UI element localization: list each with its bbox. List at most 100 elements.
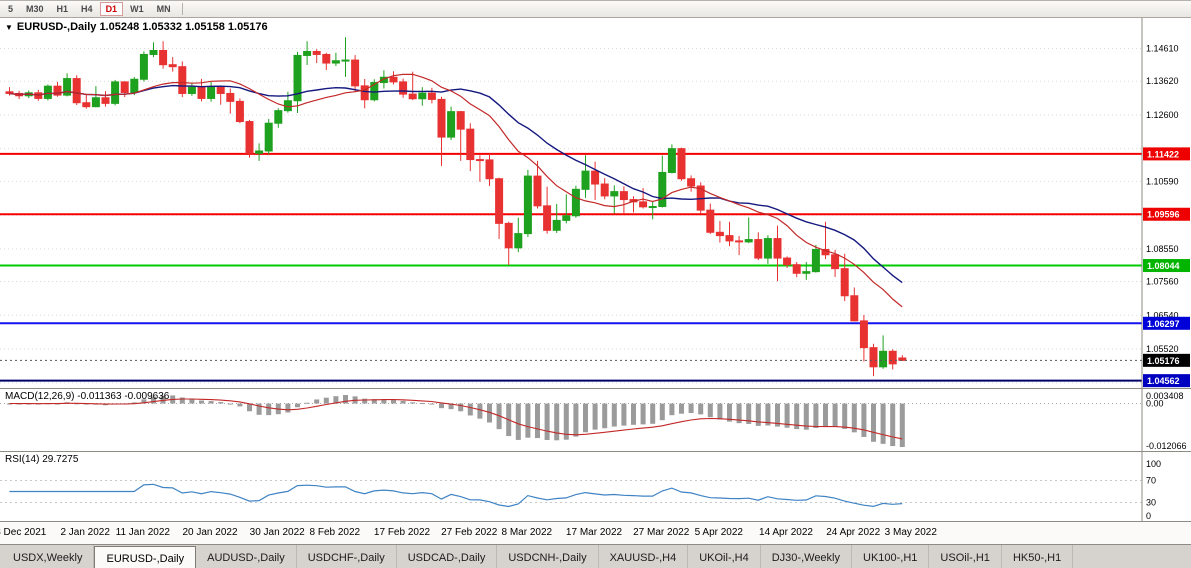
macd-indicator-pane[interactable]: MACD(12,26,9) -0.011363 -0.009636 0.0034… [0, 388, 1191, 451]
candle-bear [168, 64, 177, 68]
chart-tab-usoil-h1[interactable]: USOil-,H1 [929, 545, 1002, 568]
candle-bull [514, 233, 523, 249]
chart-tab-usdcnh-daily[interactable]: USDCNH-,Daily [497, 545, 599, 568]
main-price-chart-pane[interactable]: ▼ EURUSD-,Daily 1.05248 1.05332 1.05158 … [0, 18, 1191, 388]
timeframe-button-H1[interactable]: H1 [56, 4, 69, 14]
price-badge [1143, 353, 1190, 367]
candle-bull [130, 78, 139, 93]
candlestick-chart[interactable]: 1.14610 1.13620 1.12600 1.10590 1.08550 1.075… [0, 18, 1191, 388]
chart-tab-uk100-h1[interactable]: UK100-,H1 [852, 545, 930, 568]
macd-histogram-bar [775, 403, 780, 427]
macd-histogram-bar [861, 403, 867, 437]
macd-histogram-bar [189, 398, 195, 404]
macd-histogram-bar [227, 403, 233, 405]
macd-histogram-bar [141, 399, 147, 404]
chart-tab-usdcad-daily[interactable]: USDCAD-,Daily [397, 545, 498, 568]
candle-bear [840, 268, 849, 297]
timeframe-button-5[interactable]: 5 [8, 4, 14, 14]
price-badge-label: 1.09596 [1147, 210, 1180, 220]
candle-bull [331, 60, 340, 64]
macd-histogram-bar [179, 397, 185, 404]
macd-axis-zero-label: 0.00 [1146, 399, 1164, 409]
y-axis-price-label: 1.08550 [1146, 244, 1179, 254]
macd-histogram-bar [765, 403, 771, 426]
timeframe-button-H4[interactable]: H4 [81, 4, 93, 14]
macd-histogram-bar [362, 398, 368, 404]
x-axis-date-label: 17 Mar 2022 [565, 527, 623, 538]
candle-bull [187, 86, 196, 94]
candle-bear [475, 159, 484, 162]
macd-histogram-bar [717, 403, 723, 420]
macd-histogram-bar [755, 403, 761, 426]
macd-histogram-bar [563, 403, 569, 440]
candle-bear [504, 222, 513, 249]
candle-bear [427, 92, 436, 100]
chart-tab-ukoil-h4[interactable]: UKOil-,H4 [688, 545, 761, 568]
macd-histogram-bar [400, 400, 406, 404]
chart-tab-bar: USDX,Weekly EURUSD-,Daily AUDUSD-,Daily USD… [0, 544, 1191, 568]
candle-bull [763, 238, 772, 259]
y-axis-price-label: 1.13620 [1146, 76, 1179, 86]
candle-bear [389, 76, 398, 83]
chart-tab-xauusd-h4[interactable]: XAUUSD-,H4 [599, 545, 689, 568]
candle-bear [120, 81, 129, 93]
candle-bull [658, 171, 667, 208]
x-axis-date-scale: 23 Dec 2021 2 Jan 2022 11 Jan 2022 20 Jan 2… [0, 521, 1191, 544]
rsi-indicator-pane[interactable]: RSI(14) 29.7275 100 70 30 0 [0, 451, 1191, 521]
candle-bull [43, 85, 52, 99]
macd-histogram-bar [515, 403, 521, 440]
chart-tab-usdx-weekly[interactable]: USDX,Weekly [2, 545, 95, 568]
candle-bull [274, 110, 283, 124]
candle-bear [600, 183, 609, 197]
candle-bear [888, 350, 897, 365]
candle-bull [811, 248, 820, 273]
macd-histogram-bar [208, 401, 214, 404]
macd-histogram-bar [592, 403, 598, 430]
candle-bull [879, 350, 888, 368]
y-axis-price-label: 1.14610 [1146, 44, 1179, 54]
candle-bear [792, 264, 801, 274]
macd-histogram-bar [727, 403, 732, 422]
x-axis-date-label: 23 Dec 2021 [0, 527, 47, 538]
rsi-header-label: RSI(14) 29.7275 [5, 454, 79, 465]
timeframe-button-MN[interactable]: MN [156, 4, 171, 14]
candle-bear [687, 178, 696, 187]
x-axis-date-label: 8 Feb 2022 [309, 527, 361, 538]
timeframe-button-M30[interactable]: M30 [26, 4, 44, 14]
macd-signal-line [9, 398, 903, 440]
x-axis-date-label: 27 Mar 2022 [633, 527, 690, 538]
chart-dropdown-icon[interactable]: ▼ [5, 22, 13, 32]
candle-bear [245, 121, 254, 154]
timeframe-button-D1[interactable]: D1 [99, 2, 124, 16]
candle-bear [591, 170, 600, 185]
macd-histogram-bar [131, 402, 137, 404]
candle-bull [552, 219, 561, 231]
candle-bull [648, 206, 657, 209]
chart-tab-dj30-weekly[interactable]: DJ30-,Weekly [761, 545, 852, 568]
candle-bull [111, 81, 120, 104]
macd-histogram-bar [707, 403, 713, 418]
candle-bear [485, 159, 494, 180]
macd-histogram-bar [602, 403, 608, 429]
candle-bull [303, 50, 312, 56]
chart-tab-audusd-daily[interactable]: AUDUSD-,Daily [196, 545, 297, 568]
chart-tab-hk50-h1[interactable]: HK50-,H1 [1002, 545, 1074, 568]
macd-histogram-bar [458, 403, 464, 412]
chart-tab-usdchf-daily[interactable]: USDCHF-,Daily [297, 545, 397, 568]
candle-bear [351, 59, 360, 87]
macd-axis-max-label: 0.003408 [1146, 391, 1184, 401]
macd-histogram-bar [640, 403, 646, 425]
timeframe-button-W1[interactable]: W1 [130, 4, 144, 14]
candle-bear [735, 240, 744, 243]
candle-bear [178, 66, 187, 94]
moving-average-fast-line [9, 73, 903, 308]
macd-histogram-bar [429, 403, 435, 405]
candle-bear [639, 201, 648, 208]
candle-bear [859, 320, 868, 349]
moving-average-slow-line [9, 84, 903, 284]
macd-histogram-bar [237, 403, 243, 407]
candle-bear [495, 178, 504, 224]
chart-tab-eurusd-daily[interactable]: EURUSD-,Daily [94, 546, 197, 568]
candle-bear [456, 111, 465, 130]
